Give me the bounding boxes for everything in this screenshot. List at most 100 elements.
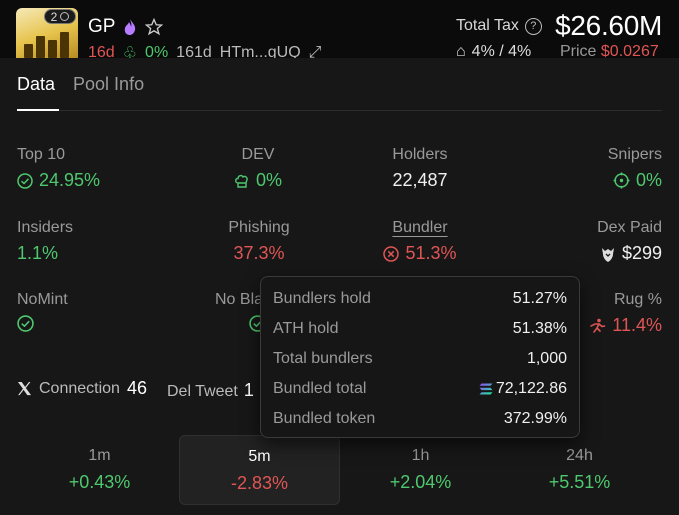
tooltip-key: Bundled token (273, 410, 376, 427)
token-address[interactable]: HTm...gUQ (219, 44, 301, 58)
connection-value: 46 (126, 378, 147, 398)
stat-snipers-label: Snipers (607, 146, 662, 163)
timeframe-24h[interactable]: 24h +5.51% (499, 435, 660, 505)
stat-insiders-value: 1.1% (17, 243, 59, 263)
tooltip-value: 372.99% (503, 410, 567, 427)
check-circle-icon (17, 172, 33, 189)
total-tax-value: $26.60M (555, 10, 662, 41)
stat-bundler[interactable]: Bundler 51.3% (370, 219, 470, 264)
clock-icon (60, 12, 70, 21)
tooltip-value-wrap: 72,122.86 (479, 380, 567, 398)
token-sub-pct: 0% (145, 44, 169, 58)
stat-rug-value: 11.4% (612, 315, 662, 335)
dexscreener-icon (601, 247, 614, 262)
timeframe-5m[interactable]: 5m -2.83% (179, 435, 340, 505)
stat-dexpaid-label: Dex Paid (597, 219, 662, 236)
chef-hat-icon (235, 174, 248, 188)
badge-count: 2 (50, 9, 58, 24)
running-person-icon (590, 318, 606, 333)
token-subline: 16d ♧ 0% 161d HTm...gUQ ⤢ (88, 43, 321, 58)
stat-phishing-value: 37.3% (233, 243, 285, 263)
stat-dev-value: 0% (255, 170, 282, 190)
share-icon[interactable]: ⤢ (308, 44, 322, 58)
tooltip-key: Bundlers hold (273, 290, 371, 307)
del-tweet-value: 1 (243, 380, 254, 400)
stat-insiders-label: Insiders (17, 219, 74, 236)
star-icon[interactable] (145, 18, 164, 36)
bank-icon: ⌂ (456, 43, 466, 58)
stat-top10: Top 10 24.95% (17, 146, 100, 191)
avatar-badge: 2 (44, 9, 76, 24)
stat-phishing: Phishing 37.3% (209, 219, 309, 264)
tooltip-row: Bundled token 372.99% (273, 409, 567, 429)
check-circle-icon (17, 315, 34, 332)
stat-snipers-value: 0% (635, 170, 662, 190)
stat-top10-value: 24.95% (39, 170, 101, 190)
tab-data[interactable]: Data (17, 74, 56, 94)
x-logo-icon (17, 381, 32, 396)
stat-insiders: Insiders 1.1% (17, 219, 73, 264)
token-header: 2 GP 16d ♧ 0% 161d HTm...gUQ ⤢ Total Tax… (0, 0, 679, 58)
stat-holders-value: 22,487 (392, 170, 448, 190)
tooltip-row: ATH hold 51.38% (273, 319, 567, 339)
stat-snipers: Snipers 0% (608, 146, 662, 191)
tooltip-row: Total bundlers 1,000 (273, 349, 567, 369)
tooltip-value: 51.27% (512, 290, 567, 307)
tax-rates: ⌂ 4% / 4% (456, 43, 531, 58)
stat-bundler-value: 51.3% (405, 243, 457, 263)
tab-bar: Data Pool Info (17, 74, 144, 95)
total-tax-label-row: Total Tax ? (456, 17, 542, 35)
bundler-tooltip: Bundlers hold 51.27% ATH hold 51.38% Tot… (260, 276, 580, 438)
stat-bundler-label[interactable]: Bundler (392, 219, 448, 236)
tooltip-key: Total bundlers (273, 350, 373, 367)
stat-phishing-label: Phishing (228, 219, 290, 236)
tab-divider (17, 110, 662, 111)
tooltip-key: ATH hold (273, 320, 339, 337)
timeframe-1m[interactable]: 1m +0.43% (19, 435, 180, 505)
stat-dev-label: DEV (241, 146, 275, 163)
tooltip-row: Bundled total 72,122.86 (273, 379, 567, 399)
flame-icon (125, 19, 136, 35)
stat-noblacklist: No Bla (215, 291, 266, 332)
tooltip-value: 72,122.86 (495, 380, 567, 397)
price: Price $0.0267 (560, 43, 659, 58)
stat-rug-label: Rug % (613, 291, 662, 308)
sprout-icon: ♧ (122, 45, 138, 58)
timeframe-label: 24h (566, 447, 593, 464)
del-tweet-label: Del Tweet (167, 383, 238, 400)
timeframe-value: -2.83% (230, 473, 289, 493)
del-tweet[interactable]: Del Tweet 1 (167, 380, 254, 401)
solana-icon (479, 383, 493, 395)
tooltip-row: Bundlers hold 51.27% (273, 289, 567, 309)
avatar-art (24, 32, 69, 58)
stat-nomint-label: NoMint (17, 291, 68, 308)
tab-pool-info[interactable]: Pool Info (73, 74, 145, 94)
total-tax-label: Total Tax (456, 17, 519, 34)
stat-dexpaid-value: $299 (621, 243, 662, 263)
stat-noblacklist-label: No Bla (215, 291, 264, 308)
stat-rug: Rug % 11.4% (588, 291, 662, 336)
x-circle-icon (383, 245, 400, 262)
tooltip-key: Bundled total (273, 380, 367, 397)
price-label: Price (560, 43, 597, 58)
help-icon[interactable]: ? (524, 17, 542, 35)
tab-active-underline (17, 109, 59, 111)
timeframe-label: 5m (248, 448, 271, 465)
stat-dexpaid: Dex Paid $299 (597, 219, 662, 264)
stat-top10-label: Top 10 (17, 146, 66, 163)
timeframe-label: 1m (88, 447, 111, 464)
timeframe-label: 1h (411, 447, 430, 464)
tooltip-value: 51.38% (512, 320, 567, 337)
stat-holders: Holders 22,487 (370, 146, 470, 191)
timeframe-value: +0.43% (68, 472, 131, 492)
crosshair-icon (613, 172, 630, 189)
stat-dev: DEV 0% (208, 146, 308, 191)
timeframe-1h[interactable]: 1h +2.04% (340, 435, 501, 505)
stat-nomint: NoMint (17, 291, 68, 332)
tax-rates-value: 4% / 4% (471, 43, 532, 58)
tooltip-value: 1,000 (526, 350, 567, 367)
stat-holders-label: Holders (392, 146, 448, 163)
connection[interactable]: Connection 46 (17, 378, 147, 399)
timeframe-value: +2.04% (389, 472, 452, 492)
token-ticker: GP (88, 16, 116, 37)
